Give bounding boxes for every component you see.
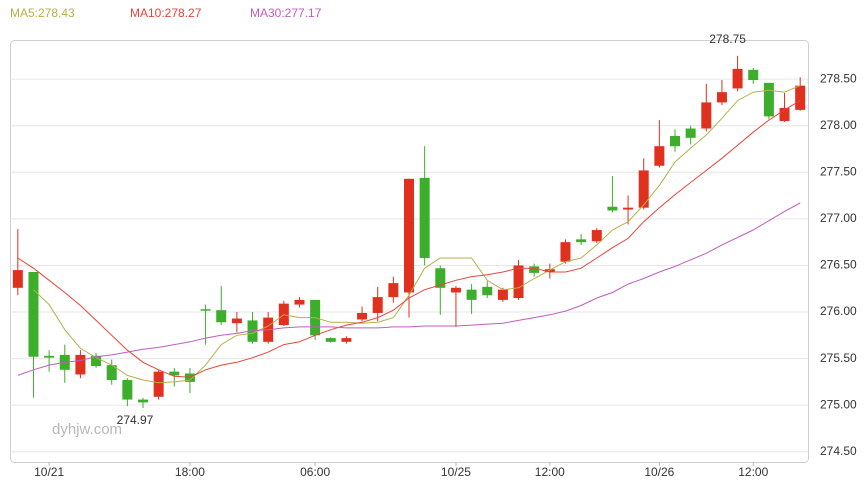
candle-body — [654, 146, 665, 166]
candle-body — [247, 320, 258, 342]
legend-entry: MA30:277.17 — [250, 6, 322, 20]
candle-body — [763, 82, 774, 117]
candle-body — [748, 69, 759, 81]
candle-body — [529, 266, 540, 273]
ma-line — [17, 202, 801, 376]
y-tick-label: 278.00 — [820, 118, 857, 132]
x-tick-label: 18:00 — [175, 465, 205, 479]
x-tick-label: 10/25 — [441, 465, 471, 479]
candle-body — [779, 108, 790, 122]
y-tick-label: 275.50 — [820, 351, 857, 365]
candle-body — [560, 242, 571, 262]
candle-body — [701, 102, 712, 129]
candle-body — [576, 239, 587, 243]
candle-body — [638, 170, 649, 208]
candle-body — [450, 287, 461, 293]
ma-line — [17, 100, 801, 378]
x-tick-label: 06:00 — [300, 465, 330, 479]
candle-body — [325, 338, 336, 342]
candle-body — [607, 206, 618, 211]
y-tick-label: 278.50 — [820, 71, 857, 85]
candle-body — [388, 283, 399, 298]
y-tick-label: 277.50 — [820, 164, 857, 178]
candle-body — [231, 318, 242, 324]
candle-body — [670, 135, 680, 147]
plot-frame — [10, 40, 809, 463]
candle-body — [404, 178, 414, 293]
x-tick-label: 10/26 — [644, 465, 674, 479]
candle-body — [138, 399, 148, 403]
legend-entry: MA10:278.27 — [130, 6, 202, 20]
y-tick-label: 276.00 — [820, 304, 857, 318]
candle-body — [169, 371, 180, 376]
candle-body — [200, 309, 211, 311]
y-tick-label: 277.00 — [820, 211, 857, 225]
candle-body — [75, 354, 86, 375]
max-label: 278.75 — [709, 32, 746, 46]
candle-body — [372, 297, 383, 313]
candle-body — [591, 230, 602, 242]
candle-body — [623, 207, 634, 210]
x-tick-label: 12:00 — [738, 465, 768, 479]
ma-line — [33, 85, 801, 384]
x-tick-label: 10/21 — [34, 465, 64, 479]
candle-body — [419, 177, 430, 258]
candle-body — [153, 371, 164, 397]
candle-body — [435, 268, 446, 288]
candle-body — [12, 270, 23, 288]
candle-body — [482, 286, 493, 296]
candle-body — [44, 355, 55, 358]
watermark: dyhjw.com — [52, 421, 122, 438]
legend-entry: MA5:278.43 — [10, 6, 75, 20]
candle-body — [28, 271, 39, 357]
candle-body — [795, 85, 806, 110]
candle-body — [216, 310, 227, 323]
candle-body — [341, 338, 352, 342]
y-tick-label: 276.50 — [820, 258, 857, 272]
y-tick-label: 274.50 — [820, 444, 857, 458]
candle-body — [357, 312, 368, 320]
candle-body — [685, 128, 696, 138]
candle-body — [466, 289, 477, 300]
candle-body — [91, 355, 102, 367]
candle-body — [732, 68, 743, 89]
x-tick-label: 12:00 — [535, 465, 565, 479]
candle-body — [716, 92, 727, 103]
candle-body — [122, 380, 133, 400]
candle-body — [106, 365, 117, 381]
candle-body — [513, 265, 524, 299]
y-tick-label: 275.00 — [820, 397, 857, 411]
min-label: 274.97 — [117, 413, 154, 427]
candle-body — [294, 299, 305, 305]
candle-body — [497, 289, 508, 300]
